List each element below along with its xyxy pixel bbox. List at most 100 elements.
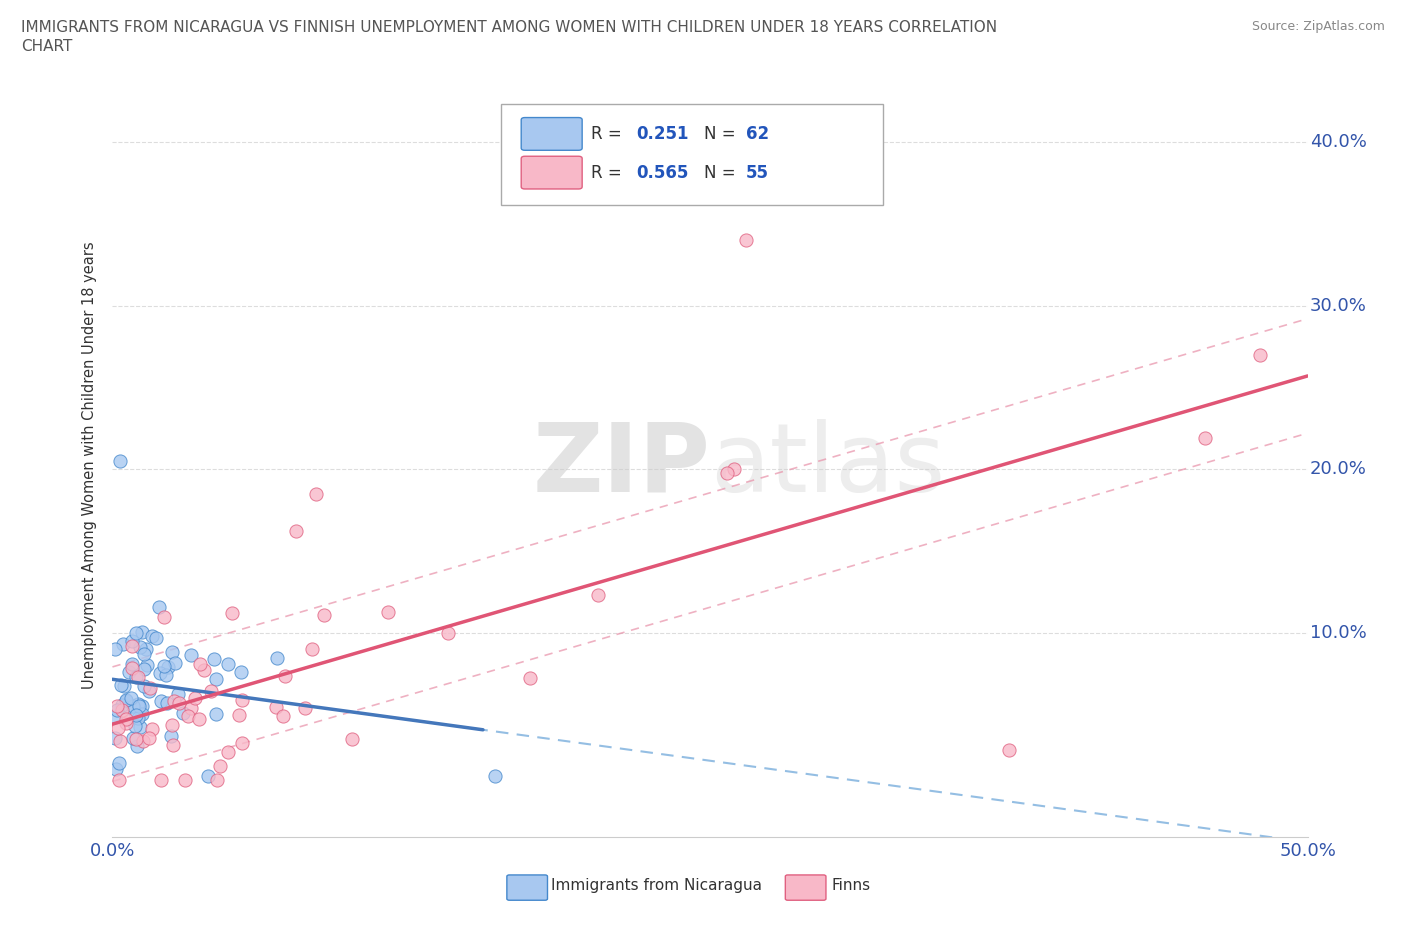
Point <box>115 694 138 709</box>
Point <box>108 454 131 469</box>
Point <box>200 684 222 698</box>
Text: ZIP: ZIP <box>531 418 710 512</box>
FancyBboxPatch shape <box>786 875 825 900</box>
Point <box>148 599 170 614</box>
Point <box>105 703 128 718</box>
Point <box>121 657 143 671</box>
Point <box>266 650 288 665</box>
Point <box>132 734 155 749</box>
Point <box>716 465 738 480</box>
Point <box>124 625 146 640</box>
Point <box>305 486 328 501</box>
Point <box>107 756 129 771</box>
Point <box>104 642 127 657</box>
Text: 20.0%: 20.0% <box>1310 460 1367 478</box>
Point <box>301 641 323 656</box>
Text: Source: ZipAtlas.com: Source: ZipAtlas.com <box>1251 20 1385 33</box>
Point <box>231 736 253 751</box>
Point <box>125 731 148 746</box>
Point <box>128 719 150 734</box>
Point <box>264 699 287 714</box>
Text: 0.251: 0.251 <box>636 125 689 143</box>
Text: CHART: CHART <box>21 39 73 54</box>
Point <box>165 656 187 671</box>
Point <box>110 734 132 749</box>
Text: 62: 62 <box>747 125 769 143</box>
Text: Finns: Finns <box>832 878 872 893</box>
Point <box>111 698 134 713</box>
Point <box>162 737 184 752</box>
Point <box>231 692 253 707</box>
Point <box>121 660 143 675</box>
Point <box>202 651 225 666</box>
Point <box>228 708 250 723</box>
Point <box>124 718 146 733</box>
Point <box>377 604 399 619</box>
Point <box>138 684 160 698</box>
Point <box>128 698 150 713</box>
Point <box>273 668 295 683</box>
Point <box>205 772 228 787</box>
Point <box>121 639 143 654</box>
Point <box>115 715 138 730</box>
Point <box>231 664 253 679</box>
Point <box>104 731 127 746</box>
Point <box>139 681 162 696</box>
Point <box>172 706 194 721</box>
Point <box>107 698 129 713</box>
Point <box>127 711 149 725</box>
Point <box>134 661 156 676</box>
Point <box>131 624 153 639</box>
Point <box>437 626 460 641</box>
Point <box>107 721 129 736</box>
Point <box>153 610 176 625</box>
Point <box>204 671 226 686</box>
Text: Immigrants from Nicaragua: Immigrants from Nicaragua <box>551 878 762 893</box>
Point <box>156 660 179 675</box>
Text: IMMIGRANTS FROM NICARAGUA VS FINNISH UNEMPLOYMENT AMONG WOMEN WITH CHILDREN UNDE: IMMIGRANTS FROM NICARAGUA VS FINNISH UNE… <box>21 20 997 35</box>
FancyBboxPatch shape <box>522 156 582 189</box>
Point <box>155 668 177 683</box>
Point <box>125 670 148 684</box>
Point <box>217 745 239 760</box>
Point <box>149 772 172 787</box>
Point <box>120 690 142 705</box>
Point <box>115 700 138 715</box>
Text: 30.0%: 30.0% <box>1310 297 1367 314</box>
Point <box>294 700 316 715</box>
Point <box>104 762 127 777</box>
Text: N =: N = <box>704 125 741 143</box>
Text: 55: 55 <box>747 164 769 181</box>
Point <box>138 731 160 746</box>
Text: 10.0%: 10.0% <box>1310 624 1367 642</box>
Point <box>166 686 188 701</box>
Point <box>205 707 228 722</box>
Point <box>735 232 758 247</box>
Point <box>111 703 134 718</box>
Point <box>162 694 184 709</box>
Point <box>141 722 163 737</box>
Point <box>180 647 202 662</box>
Point <box>125 708 148 723</box>
Point <box>131 698 153 713</box>
Point <box>586 588 609 603</box>
Point <box>145 631 167 645</box>
Point <box>152 658 174 673</box>
Point <box>160 718 183 733</box>
Point <box>484 769 506 784</box>
Point <box>340 732 363 747</box>
Point <box>150 694 173 709</box>
Text: R =: R = <box>591 125 627 143</box>
Point <box>111 637 134 652</box>
Point <box>208 759 231 774</box>
Point <box>284 524 307 538</box>
Point <box>271 709 294 724</box>
Point <box>135 658 157 672</box>
Point <box>187 711 209 726</box>
Text: R =: R = <box>591 164 627 181</box>
Point <box>134 679 156 694</box>
Point <box>131 707 153 722</box>
Point <box>159 729 181 744</box>
Point <box>104 710 127 724</box>
Point <box>141 629 163 644</box>
